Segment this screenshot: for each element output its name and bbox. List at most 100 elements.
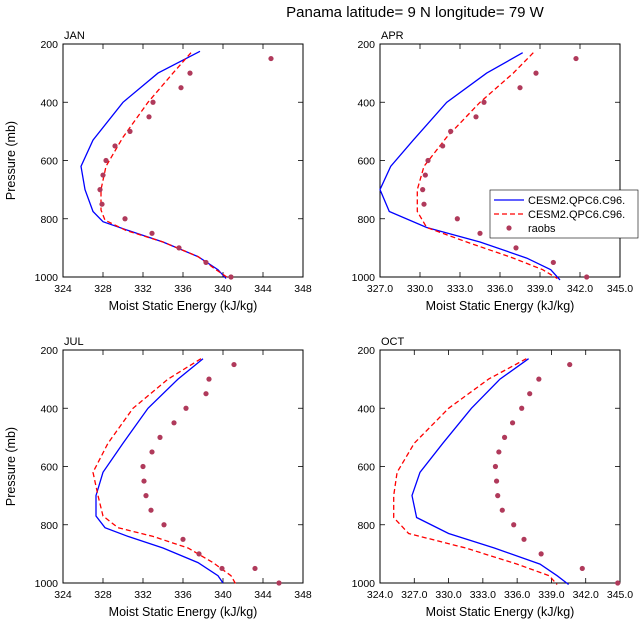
- chart-panel-1: APR 327.0 330.0 333.0 336.0 339.0 342.0 345.0 20…: [352, 30, 634, 313]
- x-tick-label: 342.0: [573, 589, 599, 601]
- raobs-point: [143, 493, 149, 499]
- raobs-point: [421, 201, 427, 207]
- raobs-point: [420, 187, 426, 193]
- raobs-point: [112, 143, 118, 149]
- raobs-point: [493, 478, 500, 484]
- legend-dot-2: [506, 225, 512, 231]
- series-line-1: [416, 52, 558, 280]
- raobs-point: [149, 230, 155, 236]
- raobs-point: [538, 551, 544, 557]
- raobs-point: [252, 565, 258, 572]
- plot-frame: [62, 43, 304, 278]
- chart-panels: JAN 324 328 332 336 340 344 348 200 400 600 800 1000…: [4, 30, 633, 619]
- raobs-point: [149, 449, 155, 455]
- raobs-point: [509, 420, 516, 426]
- x-tick-label: 332: [134, 283, 152, 295]
- x-axis-label: Moist Static Energy (kJ/kg): [426, 605, 575, 619]
- plot-frame: [379, 349, 621, 584]
- raobs-point: [425, 157, 431, 164]
- raobs-point: [499, 507, 505, 513]
- chart-panel-3: OCT 324.0 327.0 330.0 333.0 336.0 339.0 342.0 34…: [352, 336, 634, 619]
- y-tick-label: 800: [40, 214, 58, 226]
- plot-frame: [62, 349, 304, 584]
- raobs-point: [100, 172, 106, 178]
- raobs-point: [492, 463, 499, 470]
- raobs-point: [550, 259, 556, 266]
- x-tick-label: 324: [54, 589, 72, 601]
- raobs-point: [161, 522, 167, 528]
- y-tick-label: 200: [40, 345, 58, 357]
- x-tick-label: 336.0: [504, 589, 530, 601]
- panel-title: JUL: [64, 336, 84, 348]
- raobs-point: [97, 187, 103, 193]
- raobs-point: [171, 420, 177, 426]
- raobs-point: [519, 405, 525, 411]
- raobs-point: [440, 143, 446, 149]
- raobs-point: [176, 245, 182, 251]
- y-tick-label: 200: [357, 39, 375, 51]
- raobs-point: [473, 114, 479, 120]
- raobs-point: [422, 172, 428, 178]
- raobs-point: [496, 449, 502, 455]
- x-tick-label: 324.0: [367, 589, 393, 601]
- raobs-point: [141, 478, 147, 484]
- raobs-point: [567, 361, 573, 368]
- raobs-point: [187, 70, 193, 76]
- x-tick-label: 327.0: [367, 283, 393, 295]
- legend-label-0: CESM2.QPC6.C96.: [528, 195, 625, 207]
- raobs-point: [150, 99, 156, 105]
- raobs-point: [268, 55, 274, 62]
- y-tick-label: 1000: [352, 578, 376, 590]
- raobs-point: [146, 114, 152, 120]
- raobs-point: [501, 434, 508, 440]
- raobs-point: [183, 405, 189, 411]
- raobs-point: [276, 580, 282, 586]
- x-tick-label: 344: [254, 283, 272, 295]
- x-tick-label: 336: [174, 589, 192, 601]
- raobs-point: [228, 274, 234, 280]
- figure-title: Panama latitude= 9 N longitude= 79 W: [286, 4, 545, 21]
- x-tick-label: 333.0: [470, 589, 496, 601]
- chart-panel-0: JAN 324 328 332 336 340 344 348 200 400 600 800 1000…: [4, 30, 312, 313]
- raobs-point: [573, 55, 579, 62]
- x-axis-label: Moist Static Energy (kJ/kg): [426, 299, 575, 313]
- y-tick-label: 800: [357, 520, 375, 532]
- raobs-point: [122, 216, 128, 222]
- y-axis-label: Pressure (mb): [4, 121, 18, 200]
- x-tick-label: 345.0: [607, 283, 633, 295]
- x-tick-label: 332: [134, 589, 152, 601]
- panel-title: JAN: [64, 30, 85, 42]
- x-tick-label: 340: [214, 589, 232, 601]
- raobs-point: [495, 493, 501, 499]
- raobs-point: [180, 536, 186, 542]
- raobs-point: [511, 522, 517, 528]
- raobs-point: [99, 201, 105, 207]
- x-tick-label: 333.0: [447, 283, 473, 295]
- y-tick-label: 400: [357, 403, 375, 415]
- x-tick-label: 342.0: [567, 283, 593, 295]
- raobs-point: [477, 230, 483, 236]
- x-axis-label: Moist Static Energy (kJ/kg): [109, 605, 258, 619]
- x-tick-label: 340: [214, 283, 232, 295]
- x-tick-label: 324: [54, 283, 72, 295]
- y-tick-label: 200: [40, 39, 58, 51]
- y-tick-label: 200: [357, 345, 375, 357]
- plot-frame: [379, 43, 621, 278]
- raobs-point: [527, 391, 533, 397]
- raobs-point: [148, 507, 154, 513]
- raobs-point: [157, 434, 163, 440]
- raobs-point: [481, 99, 487, 105]
- y-tick-label: 1000: [352, 272, 376, 284]
- y-tick-label: 400: [40, 97, 58, 109]
- raobs-point: [203, 391, 209, 397]
- series-line-0: [80, 50, 227, 279]
- series-line-0: [379, 52, 561, 281]
- series-line-1: [92, 358, 237, 585]
- raobs-point: [517, 85, 523, 91]
- y-tick-label: 1000: [35, 578, 59, 590]
- raobs-point: [533, 70, 539, 76]
- legend-label-2: raobs: [528, 223, 556, 235]
- y-tick-label: 800: [357, 214, 375, 226]
- panel-title: APR: [381, 30, 404, 42]
